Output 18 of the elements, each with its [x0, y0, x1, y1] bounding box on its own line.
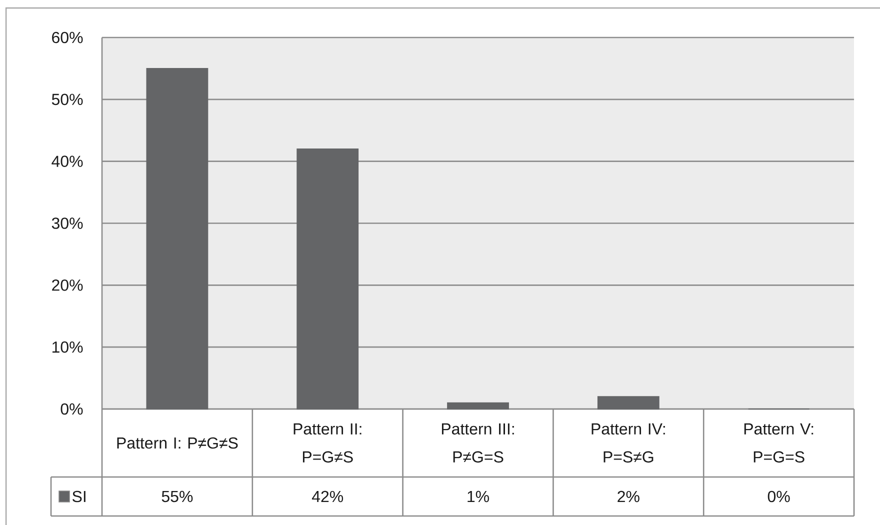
x-tick-label: Pattern IV: P=S≠G — [592, 423, 665, 463]
y-tick-label: 60% — [52, 32, 83, 44]
x-tick-label: Pattern V: P=G=S — [744, 423, 814, 463]
y-tick-label: 30% — [52, 218, 83, 229]
x-tick-label: Pattern III: P≠G=S — [442, 423, 514, 463]
y-tick-label: 10% — [52, 341, 83, 353]
data-label: 42% — [312, 490, 344, 502]
x-tick-label: Pattern I: P≠G≠S — [117, 437, 238, 449]
y-tick-label: 40% — [52, 156, 83, 167]
y-tick-label: 20% — [52, 280, 83, 291]
y-tick-label: 50% — [52, 94, 83, 106]
data-label: 0% — [768, 490, 790, 502]
data-label: 2% — [618, 490, 640, 502]
y-tick-label: 0% — [60, 403, 83, 415]
legend-label: SI — [72, 490, 86, 502]
data-label: 55% — [162, 490, 193, 502]
data-label: 1% — [468, 490, 489, 502]
x-tick-label: Pattern II: P=G≠S — [294, 423, 362, 463]
